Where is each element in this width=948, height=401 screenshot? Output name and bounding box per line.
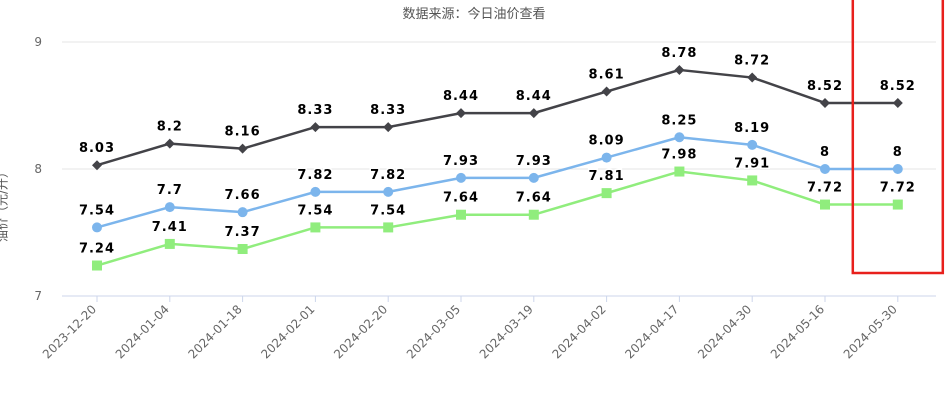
- series-1-data-label: 8.44: [443, 89, 479, 104]
- series-1-point: [820, 97, 830, 108]
- series-1-point: [456, 108, 466, 119]
- series-1-point: [310, 122, 321, 133]
- series-3-point: [892, 199, 903, 210]
- series-1-point: [164, 138, 175, 149]
- series-2-data-label: 7.66: [225, 188, 261, 203]
- series-1-data-label: 8.2: [157, 120, 183, 135]
- series-1-data-label: 8.52: [807, 79, 843, 94]
- series-1-data-label: 8.03: [79, 141, 115, 156]
- x-tick-label: 2024-01-18: [186, 302, 245, 361]
- series-2-data-label: 7.54: [79, 203, 115, 218]
- series-3-data-label: 7.41: [152, 220, 188, 235]
- series-1-point: [747, 72, 758, 83]
- x-tick-label: 2024-03-19: [477, 302, 536, 361]
- series-1-point: [383, 122, 394, 133]
- series-1-data-label: 8.44: [516, 89, 552, 104]
- series-3-point: [456, 209, 466, 220]
- series-1-point: [237, 143, 248, 154]
- series-2-data-label: 7.93: [516, 154, 552, 169]
- series-1-data-label: 8.33: [370, 103, 406, 118]
- series-3-point: [310, 222, 321, 233]
- x-tick-label: 2024-04-17: [622, 302, 681, 361]
- x-tick-label: 2024-04-30: [695, 302, 754, 361]
- series-3-data-label: 7.91: [734, 156, 770, 171]
- x-tick-label: 2024-04-02: [550, 302, 609, 361]
- series-2-data-label: 7.7: [157, 183, 183, 198]
- series-2-data-label: 8.09: [589, 134, 625, 149]
- series-1-point: [528, 108, 539, 119]
- series-2-data-label: 8: [820, 145, 830, 160]
- x-tick-label: 2024-03-05: [404, 302, 463, 361]
- series-3-point: [92, 260, 102, 271]
- y-tick-label: 8: [34, 162, 42, 176]
- series-3-point: [601, 188, 612, 199]
- series-3-point: [528, 209, 539, 220]
- highlight-box: [851, 0, 945, 275]
- series-3-line: [96, 170, 898, 267]
- series-2-point: [164, 202, 175, 213]
- series-1-point: [92, 160, 102, 171]
- series-3-point: [674, 166, 685, 177]
- series-3-point: [383, 222, 394, 233]
- series-3-data-label: 7.24: [79, 242, 115, 257]
- series-3-data-label: 7.72: [880, 181, 916, 196]
- series-3-point: [237, 244, 248, 255]
- series-1-data-label: 8.78: [661, 46, 697, 61]
- series-1-data-label: 8.16: [225, 125, 261, 140]
- series-3-data-label: 7.54: [297, 203, 333, 218]
- series-1-line: [96, 68, 898, 167]
- series-2-point: [892, 164, 903, 174]
- series-2-data-label: 7.82: [370, 168, 406, 183]
- series-2-point: [528, 172, 539, 183]
- series-2-data-label: 8.25: [661, 113, 697, 128]
- series-3-data-label: 7.37: [225, 225, 261, 240]
- series-2-data-label: 7.93: [443, 154, 479, 169]
- series-2-point: [237, 207, 248, 218]
- series-1-point: [892, 97, 903, 108]
- series-3-point: [164, 238, 175, 249]
- x-tick-label: 2024-01-04: [113, 302, 172, 361]
- series-3-data-label: 7.81: [589, 169, 625, 184]
- series-2-line: [96, 136, 898, 229]
- series-2-point: [92, 222, 102, 233]
- series-3-data-label: 7.64: [516, 191, 552, 206]
- x-tick-label: 2023-12-20: [40, 302, 99, 361]
- series-1-data-label: 8.72: [734, 54, 770, 69]
- x-tick-label: 2024-05-16: [768, 302, 827, 361]
- series-2-point: [747, 139, 758, 150]
- series-2-point: [820, 164, 830, 174]
- x-tick-label: 2024-02-01: [258, 302, 317, 361]
- x-tick-label: 2024-05-30: [841, 302, 900, 361]
- series-3-data-label: 7.54: [370, 203, 406, 218]
- y-tick-label: 9: [34, 35, 42, 49]
- series-2-point: [601, 152, 612, 163]
- x-tick-label: 2024-02-20: [331, 302, 390, 361]
- series-3-data-label: 7.64: [443, 191, 479, 206]
- series-2-point: [456, 172, 466, 183]
- series-1-data-label: 8.33: [297, 103, 333, 118]
- series-1-data-label: 8.61: [589, 68, 625, 83]
- chart-title: 数据来源：今日油价查看: [402, 7, 546, 22]
- series-1-point: [674, 64, 685, 75]
- series-2-data-label: 7.82: [297, 168, 333, 183]
- series-2-data-label: 8: [893, 145, 903, 160]
- series-3-data-label: 7.72: [807, 181, 843, 196]
- y-tick-label: 7: [34, 289, 42, 303]
- series-1-point: [601, 86, 612, 97]
- series-2-point: [383, 186, 394, 197]
- series-3-data-label: 7.98: [661, 148, 697, 163]
- series-2-data-label: 8.19: [734, 121, 770, 136]
- series-3-point: [820, 199, 830, 210]
- series-3-point: [747, 175, 758, 186]
- series-2-point: [310, 186, 321, 197]
- series-1-data-label: 8.52: [880, 79, 916, 94]
- series-2-point: [674, 132, 685, 143]
